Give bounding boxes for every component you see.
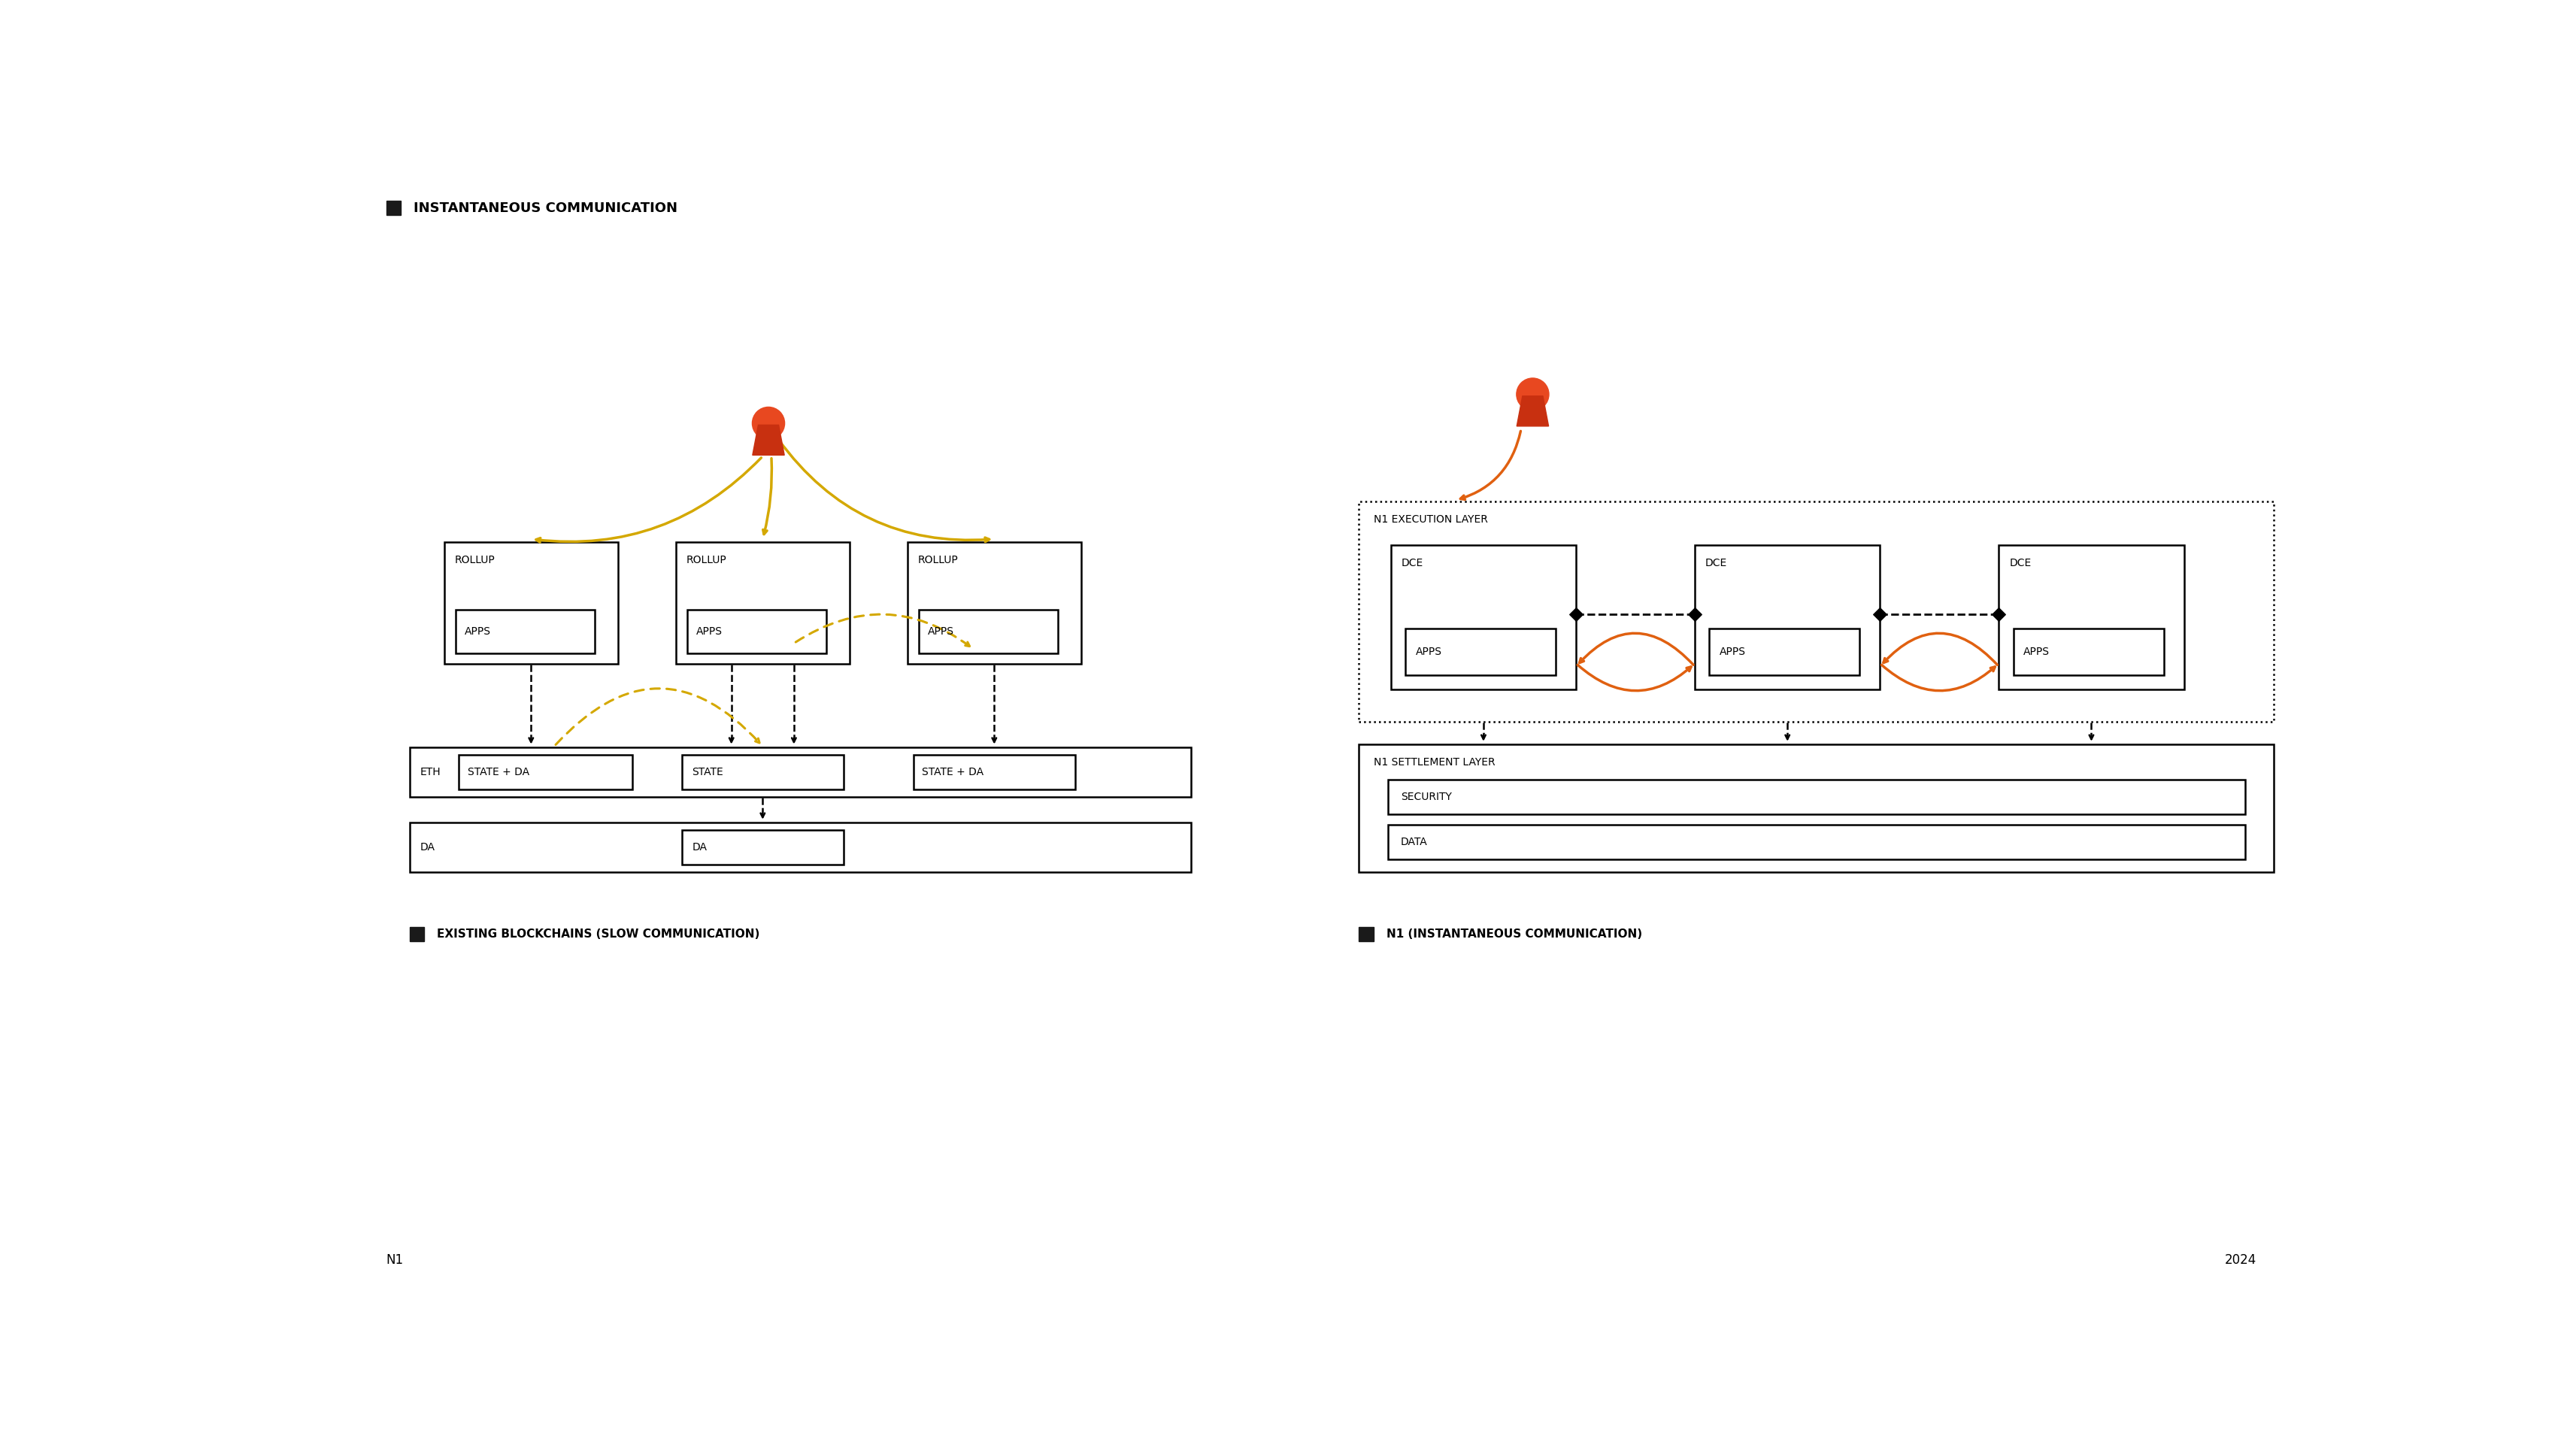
FancyBboxPatch shape	[1391, 544, 1577, 689]
Text: DA: DA	[420, 843, 435, 853]
FancyBboxPatch shape	[1999, 544, 2184, 689]
Text: ROLLUP: ROLLUP	[917, 555, 958, 565]
Text: APPS: APPS	[927, 626, 953, 637]
Text: ETH: ETH	[420, 767, 440, 778]
Point	[1978, 602, 2020, 626]
FancyBboxPatch shape	[1406, 628, 1556, 675]
Bar	[1360, 927, 1373, 941]
Text: APPS: APPS	[2025, 647, 2050, 657]
FancyBboxPatch shape	[2014, 628, 2164, 675]
FancyBboxPatch shape	[683, 754, 845, 789]
Point	[1860, 602, 1901, 626]
FancyBboxPatch shape	[688, 610, 827, 653]
Text: DA: DA	[693, 843, 706, 853]
FancyBboxPatch shape	[1388, 779, 2244, 814]
Bar	[386, 200, 402, 214]
Text: STATE: STATE	[693, 767, 724, 778]
Text: EXISTING BLOCKCHAINS (SLOW COMMUNICATION): EXISTING BLOCKCHAINS (SLOW COMMUNICATION…	[438, 928, 760, 940]
Point	[1674, 602, 1716, 626]
FancyBboxPatch shape	[456, 610, 595, 653]
FancyBboxPatch shape	[907, 542, 1082, 663]
FancyBboxPatch shape	[675, 542, 850, 663]
Polygon shape	[752, 426, 783, 455]
Circle shape	[752, 407, 786, 440]
Text: SECURITY: SECURITY	[1401, 792, 1453, 802]
FancyBboxPatch shape	[443, 542, 618, 663]
FancyBboxPatch shape	[459, 754, 631, 789]
FancyBboxPatch shape	[1710, 628, 1860, 675]
Text: N1 SETTLEMENT LAYER: N1 SETTLEMENT LAYER	[1373, 757, 1494, 767]
Text: DATA: DATA	[1401, 837, 1427, 847]
Text: APPS: APPS	[1417, 647, 1443, 657]
Text: N1: N1	[386, 1253, 404, 1267]
Text: ROLLUP: ROLLUP	[685, 555, 726, 565]
Text: STATE + DA: STATE + DA	[466, 767, 528, 778]
FancyBboxPatch shape	[1360, 744, 2275, 872]
Text: APPS: APPS	[696, 626, 721, 637]
FancyBboxPatch shape	[1388, 824, 2244, 859]
Text: DCE: DCE	[2009, 557, 2030, 568]
FancyBboxPatch shape	[912, 754, 1074, 789]
Circle shape	[1517, 378, 1548, 411]
Polygon shape	[1517, 397, 1548, 426]
FancyBboxPatch shape	[920, 610, 1059, 653]
Text: APPS: APPS	[1721, 647, 1747, 657]
FancyBboxPatch shape	[410, 747, 1190, 796]
Text: ROLLUP: ROLLUP	[453, 555, 495, 565]
Bar	[410, 927, 425, 941]
Text: APPS: APPS	[464, 626, 492, 637]
FancyBboxPatch shape	[410, 822, 1190, 872]
Text: STATE + DA: STATE + DA	[922, 767, 984, 778]
FancyBboxPatch shape	[1360, 501, 2275, 721]
Text: N1 (INSTANTANEOUS COMMUNICATION): N1 (INSTANTANEOUS COMMUNICATION)	[1386, 928, 1641, 940]
FancyBboxPatch shape	[683, 830, 845, 864]
FancyBboxPatch shape	[1695, 544, 1880, 689]
Point	[1556, 602, 1597, 626]
Text: 2024: 2024	[2226, 1253, 2257, 1267]
Text: INSTANTANEOUS COMMUNICATION: INSTANTANEOUS COMMUNICATION	[415, 201, 677, 214]
Text: DCE: DCE	[1401, 557, 1425, 568]
Text: DCE: DCE	[1705, 557, 1726, 568]
Text: N1 EXECUTION LAYER: N1 EXECUTION LAYER	[1373, 514, 1489, 524]
